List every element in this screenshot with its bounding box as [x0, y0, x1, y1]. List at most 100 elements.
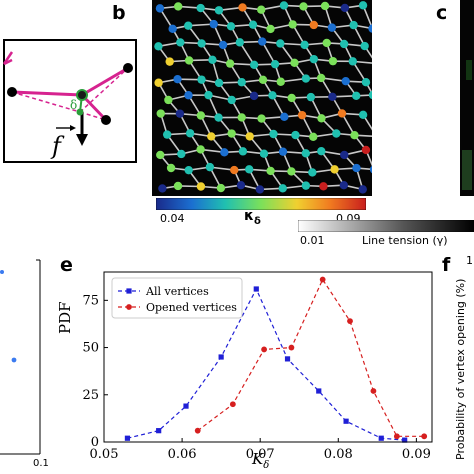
data-point — [156, 428, 162, 434]
network-vertex — [317, 147, 326, 156]
panel-a-edge — [81, 66, 129, 97]
kappa-colorbar — [156, 198, 366, 210]
network-vertex — [322, 38, 331, 48]
network-vertex — [196, 3, 205, 13]
network-vertex — [176, 38, 185, 47]
network-vertex — [257, 5, 266, 14]
network-vertex — [197, 39, 206, 48]
panel-a-schematic: δ f — [2, 39, 137, 163]
network-vertex — [339, 39, 349, 49]
network-vertex — [208, 55, 217, 64]
legend-box — [111, 277, 243, 319]
network-vertex — [205, 162, 215, 172]
kappa-colorbar-fill — [156, 198, 366, 210]
network-vertex — [358, 110, 368, 120]
kappa-colorbar-label: κδ — [244, 208, 261, 227]
data-point — [370, 388, 377, 394]
network-vertex — [276, 77, 285, 86]
chart-y-axis-label: PDF — [56, 301, 74, 334]
network-vertex — [216, 183, 226, 193]
network-vertex — [155, 4, 165, 13]
network-vertex — [227, 95, 236, 105]
network-vertex — [361, 78, 371, 87]
data-point — [261, 346, 267, 353]
network-vertex — [185, 129, 195, 138]
network-vertex — [154, 78, 163, 87]
network-vertex — [270, 59, 280, 69]
network-edge — [362, 114, 372, 131]
network-vertex — [158, 184, 167, 193]
panel-a-edge — [3, 58, 13, 66]
network-vertex — [173, 181, 183, 191]
network-vertex — [330, 165, 339, 174]
network-vertex — [165, 57, 174, 66]
network-vertex — [249, 60, 259, 70]
network-vertex — [248, 20, 258, 29]
network-vertex — [369, 165, 372, 174]
panel-letter-b: b — [112, 2, 126, 24]
network-vertex — [154, 42, 163, 51]
network-vertex — [236, 180, 246, 190]
network-vertex — [301, 181, 311, 190]
network-vertex — [209, 19, 218, 29]
network-vertex — [352, 91, 361, 101]
x-tick-label: 0.06 — [168, 447, 197, 462]
network-vertex — [227, 129, 236, 138]
network-vertex — [204, 90, 213, 100]
series-line-1 — [127, 287, 405, 441]
line-tension-colorbar-fill — [298, 220, 474, 232]
network-vertex — [255, 185, 265, 194]
panel-letter-f: f — [442, 254, 451, 276]
y-tick-label: 0 — [91, 435, 99, 450]
network-vertex — [368, 90, 372, 100]
panel-d-partial-plot — [0, 259, 41, 455]
network-vertex — [309, 54, 319, 64]
network-vertex — [259, 149, 269, 158]
network-vertex — [327, 23, 337, 32]
network-vertex — [280, 112, 289, 122]
data-point — [316, 388, 322, 394]
chart-x-axis-label: Kδ — [252, 450, 269, 471]
network-vertex — [268, 91, 277, 100]
network-vertex — [220, 148, 229, 157]
network-vertex — [245, 165, 254, 174]
data-point — [421, 433, 428, 440]
network-vertex — [287, 93, 296, 103]
network-vertex — [245, 132, 254, 141]
y-tick-label: 75 — [82, 293, 99, 308]
network-vertex — [319, 182, 328, 191]
data-point — [253, 286, 259, 292]
kappa-symbol: κ — [244, 208, 254, 224]
network-vertex — [218, 40, 228, 50]
network-vertex — [162, 130, 172, 139]
network-vertex — [328, 92, 337, 101]
data-point — [218, 354, 224, 360]
y-tick-label: 50 — [82, 341, 99, 356]
network-vertex — [290, 58, 299, 68]
network-vertex — [214, 6, 224, 15]
network-vertex — [237, 78, 246, 87]
kappa-colorbar-min: 0.04 — [160, 212, 185, 225]
network-vertex — [352, 163, 361, 173]
network-vertex — [175, 109, 185, 118]
data-point — [393, 433, 400, 440]
network-vertex — [361, 145, 371, 155]
line-tension-colorbar — [298, 220, 474, 232]
panel-f-tick-top: 1 — [466, 254, 473, 267]
x-tick-label: 0.09 — [402, 447, 431, 462]
panel-d-point — [11, 357, 17, 363]
x-tick-label: 0.05 — [90, 447, 119, 462]
network-vertex — [164, 95, 173, 105]
network-vertex — [156, 109, 165, 118]
network-vertex — [340, 150, 349, 160]
network-vertex — [196, 182, 206, 191]
panel-a-dashed-edge — [79, 67, 129, 113]
kappa-subscript: δ — [253, 215, 261, 227]
data-point — [347, 318, 353, 325]
network-vertex — [320, 1, 330, 11]
panel-a-vertex — [7, 87, 17, 97]
network-vertex — [266, 24, 275, 34]
vertex-network-image — [152, 0, 372, 196]
data-point — [124, 435, 131, 441]
network-vertex — [360, 41, 369, 51]
